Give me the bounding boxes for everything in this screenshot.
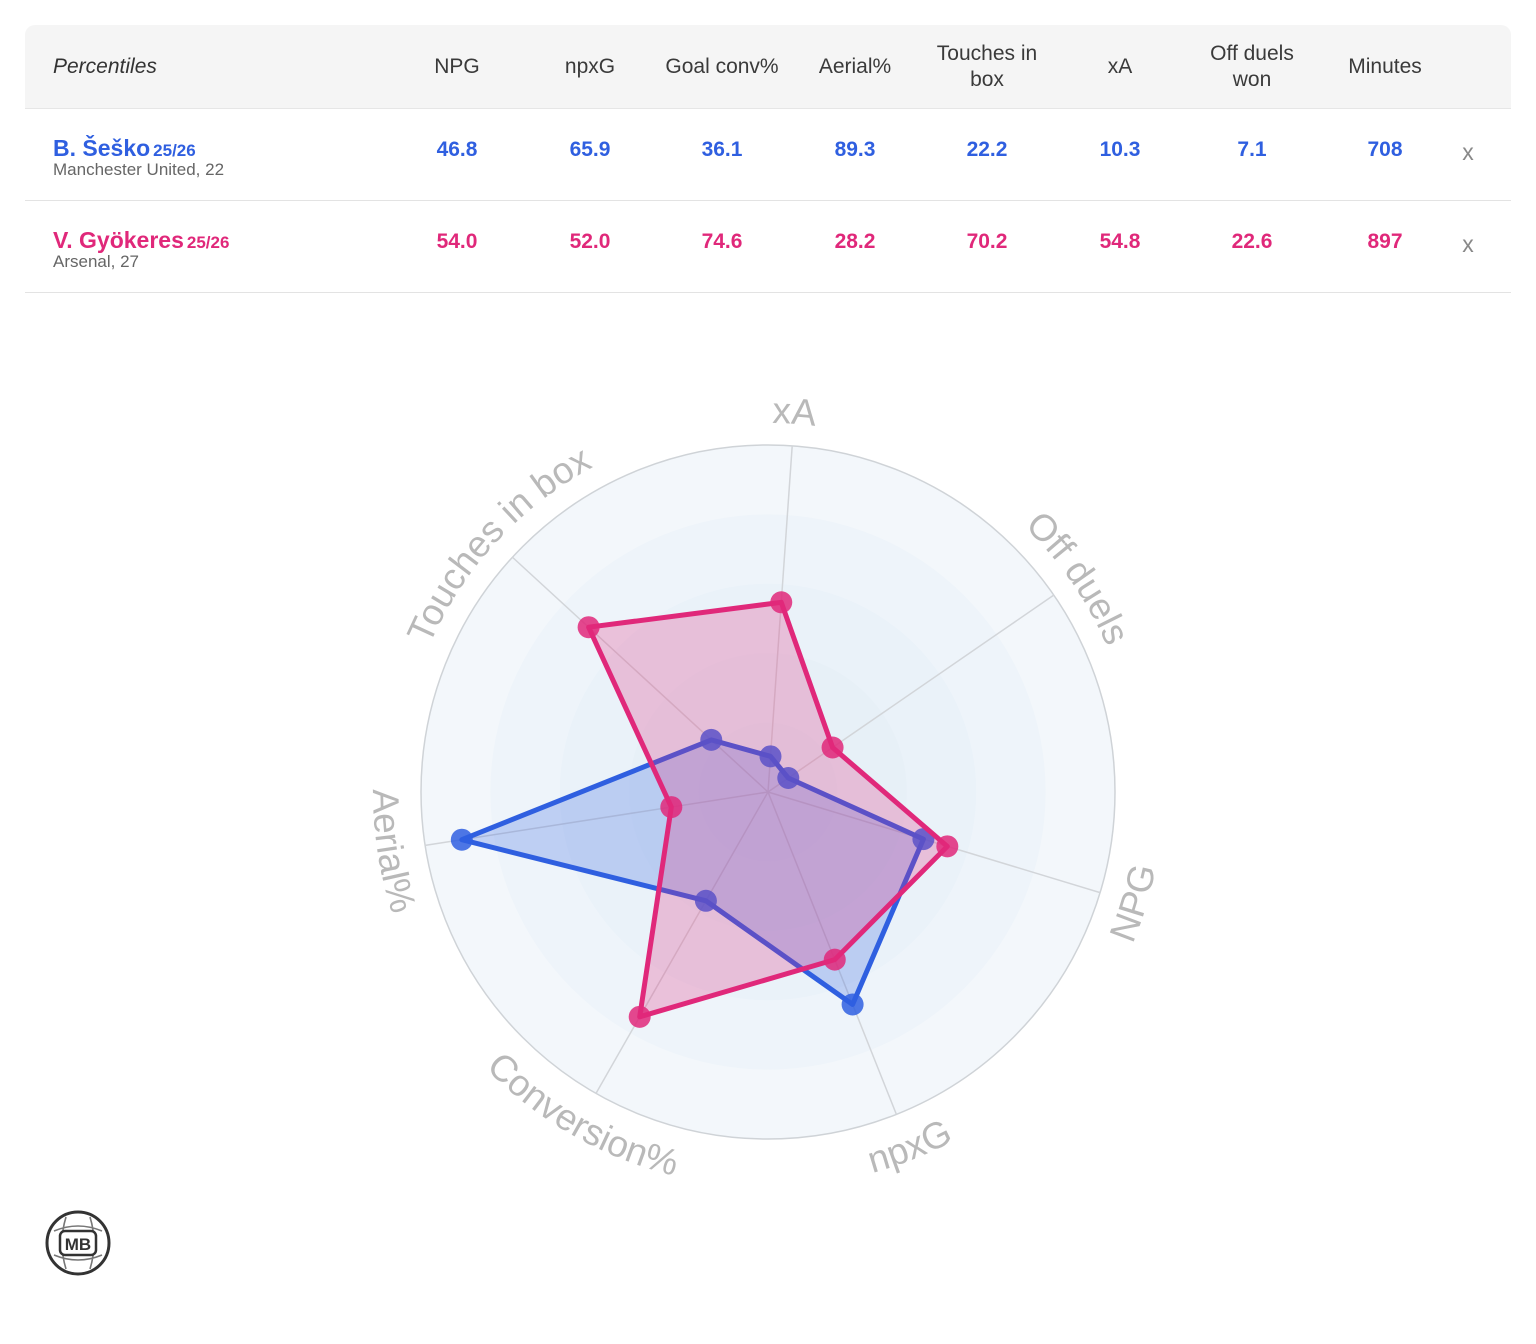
value-xa: 10.3 [1099,138,1141,161]
player-name-text: V. Gyökeres [53,227,184,253]
header-minutes[interactable]: Minutes [1348,54,1422,78]
value-npg: 46.8 [436,138,478,161]
table-row-player-1: B. Šeško 25/26 Manchester United, 22 46.8… [25,109,1511,201]
series-1-point-xa[interactable] [759,745,782,768]
player-name[interactable]: B. Šeško 25/26 [53,135,196,164]
value-goal-conv: 36.1 [701,138,743,161]
radar-spoke [595,791,769,1094]
series-2-point-npxg[interactable] [823,948,846,971]
series-1-point-touches-in-box[interactable] [700,728,723,751]
radar-spoke [425,791,769,847]
table-header: Percentiles NPG npxG Goal conv% Aerial% … [25,25,1511,109]
axis-label: xA [772,390,819,434]
player-season: 25/26 [186,233,230,252]
header-npg[interactable]: NPG [434,54,480,78]
series-area-2 [586,599,950,1020]
remove-player-button[interactable]: x [1462,139,1474,165]
table-row-player-2: V. Gyökeres 25/26 Arsenal, 27 54.0 52.0 7… [25,201,1511,293]
percentiles-table: Percentiles NPG npxG Goal conv% Aerial% … [25,25,1511,293]
value-minutes: 897 [1367,230,1403,253]
value-touches-in-box: 22.2 [966,138,1008,161]
radar-spoke [767,791,1101,894]
series-2-point-npg[interactable] [936,835,959,858]
header-off-duels-won[interactable]: Off duels won [1210,41,1294,91]
series-1-point-npxg[interactable] [841,993,864,1016]
axis-label: NPG [1102,860,1164,947]
series-2-point-touches-in-box[interactable] [577,616,600,639]
value-aerial: 89.3 [834,138,876,161]
radar-spoke [511,556,769,793]
value-aerial: 28.2 [834,230,876,253]
player-name-text: B. Šeško [53,135,151,161]
logo-text: MB [65,1235,91,1254]
axis-label: Aerial% [365,788,424,917]
header-touches-in-box[interactable]: Touches in box [936,41,1038,91]
radar-spoke [767,445,793,793]
value-minutes: 708 [1367,138,1403,161]
value-xa: 54.8 [1099,230,1141,253]
header-aerial[interactable]: Aerial% [818,54,892,78]
value-npxg: 52.0 [569,230,611,253]
value-off-duels-won: 7.1 [1237,138,1267,161]
series-area-1 [459,737,926,1007]
series-2-point-xa[interactable] [770,591,793,614]
header-goal-conv[interactable]: Goal conv% [665,54,779,78]
value-touches-in-box: 70.2 [966,230,1008,253]
player-season: 25/26 [153,141,196,160]
series-1-point-conversion-[interactable] [694,889,717,912]
value-off-duels-won: 22.6 [1231,230,1273,253]
player-team: Arsenal, 27 [53,252,139,271]
series-2-point-conversion-[interactable] [628,1005,651,1028]
header-xa[interactable]: xA [1107,54,1133,78]
remove-player-button[interactable]: x [1462,231,1474,257]
series-1-point-off-duels[interactable] [777,767,800,790]
value-npxg: 65.9 [569,138,611,161]
player-name[interactable]: V. Gyökeres 25/26 [53,227,229,256]
series-1-point-aerial-[interactable] [450,828,473,851]
header-percentiles: Percentiles [53,54,157,78]
player-team: Manchester United, 22 [53,160,225,179]
value-goal-conv: 74.6 [701,230,743,253]
mb-logo: MB [44,1209,112,1282]
value-npg: 54.0 [436,230,478,253]
series-2-point-off-duels[interactable] [821,736,844,759]
radar-spoke [767,594,1055,793]
series-2-point-aerial-[interactable] [660,796,683,819]
header-npxg[interactable]: npxG [564,54,616,78]
mb-logo-icon: MB [45,1210,111,1276]
